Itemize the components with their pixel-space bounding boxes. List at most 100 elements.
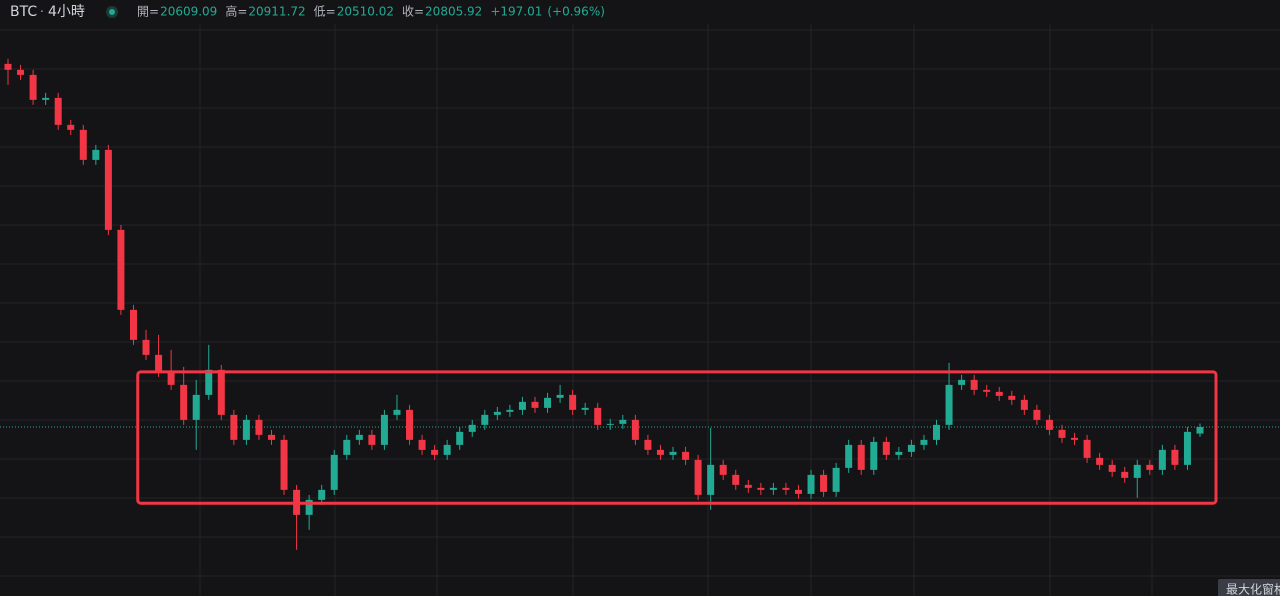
candle-body <box>443 444 451 455</box>
candle-body <box>531 401 539 408</box>
candle-body <box>995 391 1003 396</box>
candle-body <box>606 423 614 425</box>
ohlc-value: 20510.02 <box>337 5 394 19</box>
candle-body <box>255 419 263 435</box>
candle-body <box>1096 457 1104 465</box>
candle-body <box>644 439 652 450</box>
candle-body <box>970 379 978 390</box>
candle-body <box>1033 409 1041 420</box>
dot: · <box>40 5 44 19</box>
candle-body <box>431 449 439 455</box>
ohlc-value: 20609.09 <box>160 5 217 19</box>
candle-body <box>129 309 137 340</box>
candle-body <box>29 74 37 100</box>
symbol[interactable]: BTC <box>10 4 37 20</box>
interval[interactable]: 4小時 <box>48 4 85 20</box>
candle-body <box>656 449 664 455</box>
candle-body <box>1008 395 1016 400</box>
candle-body <box>757 487 765 490</box>
candle-body <box>845 444 853 468</box>
candle-body <box>694 459 702 495</box>
candle-body <box>907 444 915 452</box>
candle-body <box>631 419 639 440</box>
candle-body <box>669 451 677 455</box>
candle-body <box>1045 419 1053 430</box>
candle-body <box>506 409 514 412</box>
candle-body <box>769 487 777 490</box>
candle-body <box>117 229 125 310</box>
ohlc-value: 20911.72 <box>248 5 305 19</box>
candle-body <box>205 369 213 395</box>
candle-body <box>882 441 890 455</box>
change-pct: (+0.96%) <box>547 5 605 19</box>
candle-body <box>870 441 878 470</box>
candle-body <box>318 489 326 500</box>
candle-body <box>4 63 12 70</box>
candle-body <box>79 129 87 160</box>
candle-body <box>1071 437 1079 440</box>
candle-body <box>518 401 526 410</box>
candle-body <box>17 69 25 75</box>
candle-body <box>1158 449 1166 470</box>
candle-body <box>242 419 250 440</box>
candle-body <box>67 124 75 130</box>
candle-body <box>230 414 238 440</box>
candle-body <box>1171 449 1179 465</box>
candle-body <box>544 397 552 408</box>
candle-body <box>54 97 62 125</box>
candle-body <box>155 354 163 372</box>
candle-body <box>42 97 50 100</box>
ohlc-value: 20805.92 <box>425 5 482 19</box>
candle-body <box>330 454 338 490</box>
candle-body <box>493 411 501 415</box>
candle-body <box>104 149 112 230</box>
candle-body <box>180 384 188 420</box>
button-bg[interactable] <box>1218 579 1280 596</box>
candle-body <box>92 149 100 160</box>
candle-body <box>1146 464 1154 470</box>
candle-body <box>958 379 966 385</box>
candle-body <box>1020 399 1028 410</box>
range-box <box>136 370 1218 505</box>
header: BTC · 4小時 開= 20609.09 高= 20911.72 低= 20510.02… <box>10 4 605 21</box>
candle-body <box>619 419 627 424</box>
candle-body <box>807 474 815 494</box>
candle-body <box>217 369 225 415</box>
button-label[interactable]: 最大化窗格 <box>1226 582 1280 596</box>
candle-body <box>380 414 388 445</box>
candle-body <box>468 424 476 432</box>
candle-body <box>481 414 489 425</box>
candle-body <box>142 339 150 355</box>
candle-body <box>355 434 363 440</box>
candle-body <box>983 389 991 392</box>
candle-body <box>305 499 313 515</box>
candle-body <box>682 451 690 460</box>
candle-body <box>895 451 903 455</box>
candle-body <box>732 474 740 485</box>
ohlc-label: 收= <box>402 5 424 19</box>
candle-body <box>418 439 426 450</box>
candle-body <box>594 407 602 425</box>
change: +197.01 <box>490 5 542 19</box>
candle-body <box>393 409 401 415</box>
maximize-button[interactable]: 最大化窗格 <box>1218 579 1280 596</box>
candle-body <box>1121 471 1129 478</box>
candle-body <box>581 407 589 410</box>
candle-body <box>1183 431 1191 465</box>
candle-body <box>1133 464 1141 478</box>
candle-body <box>794 489 802 494</box>
candle-body <box>744 484 752 488</box>
candle-body <box>343 439 351 455</box>
candle-body <box>1196 427 1204 434</box>
candle-body <box>945 384 953 425</box>
candle-body <box>192 394 200 420</box>
status-dot <box>109 9 115 15</box>
candle-body <box>1108 464 1116 472</box>
candle-body <box>456 431 464 445</box>
candle-body <box>556 394 564 398</box>
plot <box>0 58 1280 550</box>
candle-body <box>368 434 376 445</box>
candle-body <box>406 409 414 440</box>
